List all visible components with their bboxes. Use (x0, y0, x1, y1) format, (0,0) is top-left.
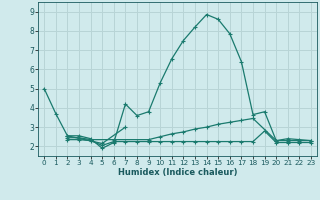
X-axis label: Humidex (Indice chaleur): Humidex (Indice chaleur) (118, 168, 237, 177)
